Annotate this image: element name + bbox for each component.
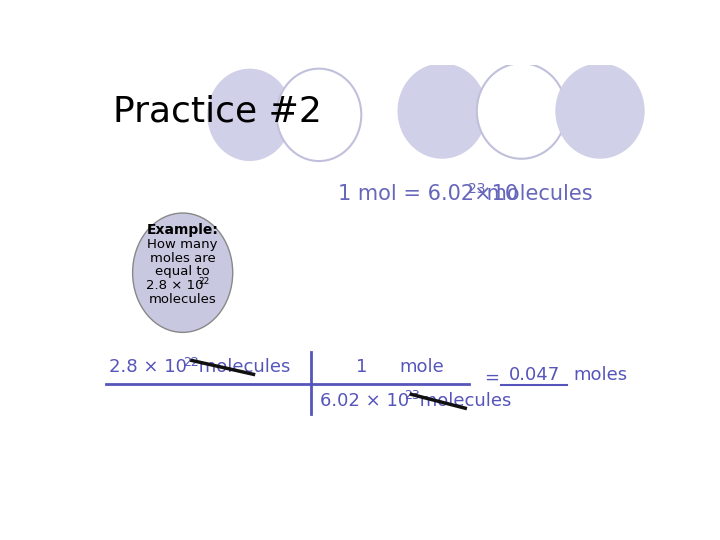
Text: How many: How many [148, 238, 218, 251]
Text: moles: moles [573, 366, 627, 384]
Text: 6.02 × 10: 6.02 × 10 [320, 392, 410, 410]
Text: 1: 1 [356, 359, 367, 376]
Ellipse shape [132, 213, 233, 333]
Text: moles are: moles are [150, 252, 215, 265]
Text: 23: 23 [467, 183, 485, 197]
Text: molecules: molecules [480, 184, 593, 204]
Text: Example:: Example: [147, 224, 219, 238]
Text: molecules: molecules [149, 293, 217, 306]
Text: 22: 22 [183, 355, 199, 368]
Ellipse shape [276, 69, 361, 161]
Text: 1 mol = 6.02×10: 1 mol = 6.02×10 [338, 184, 518, 204]
Text: 2.8 × 10: 2.8 × 10 [109, 359, 186, 376]
Text: molecules: molecules [194, 359, 291, 376]
Ellipse shape [397, 63, 487, 159]
Text: 2.8 × 10: 2.8 × 10 [146, 279, 204, 292]
Text: 0.047: 0.047 [508, 366, 559, 384]
Text: mole: mole [400, 359, 444, 376]
Text: molecules: molecules [415, 392, 512, 410]
Text: =: = [485, 369, 500, 387]
Text: equal to: equal to [156, 266, 210, 279]
Ellipse shape [207, 69, 292, 161]
Ellipse shape [555, 63, 644, 159]
Text: 23: 23 [404, 389, 419, 402]
Text: Practice #2: Practice #2 [113, 94, 323, 128]
Ellipse shape [477, 63, 566, 159]
Text: 22: 22 [199, 276, 210, 286]
